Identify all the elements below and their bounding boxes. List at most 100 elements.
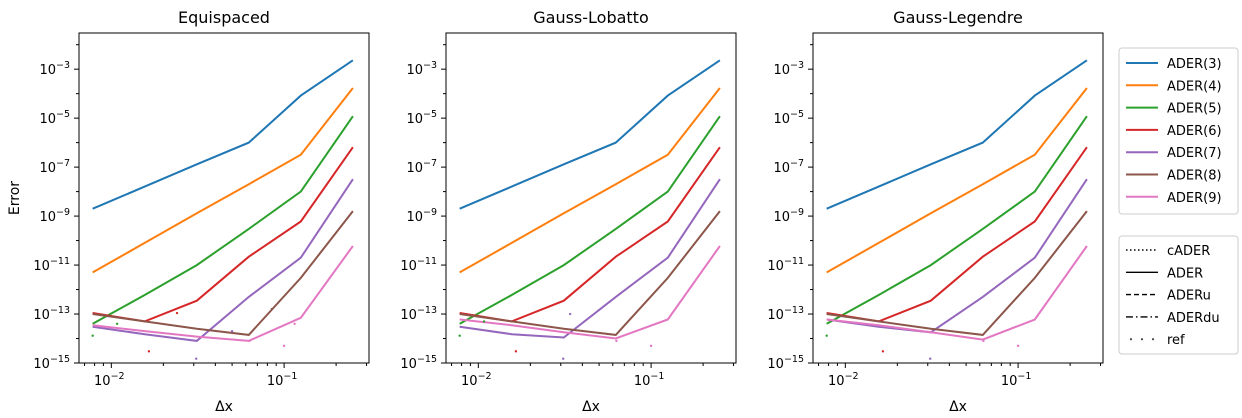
legend-frame xyxy=(1118,47,1239,215)
y-tick-label: 10−15 xyxy=(33,354,70,372)
legend-frame xyxy=(1118,235,1239,355)
panel-title: Equispaced xyxy=(178,8,270,27)
series-lines xyxy=(459,59,721,340)
ref-point xyxy=(175,311,179,315)
x-axis-label: Δx xyxy=(215,399,233,415)
series-line-ader4 xyxy=(92,87,354,274)
y-tick-label: 10−9 xyxy=(406,207,437,225)
series-line-ader4 xyxy=(826,87,1088,274)
y-tick-label: 10−13 xyxy=(33,305,70,323)
series-line-cader xyxy=(459,210,721,336)
y-tick-label: 10−5 xyxy=(406,109,437,127)
y-tick-label: 10−5 xyxy=(773,109,804,127)
series-line-cader xyxy=(826,59,1088,210)
series-line-cader xyxy=(459,115,721,325)
series-line-ader5 xyxy=(826,115,1088,325)
x-tick-label: 10−2 xyxy=(461,371,492,389)
y-tick-label: 10−5 xyxy=(39,109,70,127)
legend-orders: ADER(3) ADER(4) ADER(5) ADER(6) ADER(7) ADER(… xyxy=(1118,47,1239,215)
panel-1: Equispaced 10−15 10−13 10−11 10−9 10−7 10−5 10−… xyxy=(7,8,370,415)
ref-point xyxy=(825,334,828,337)
ref-point xyxy=(270,307,274,311)
y-tick-label: 10−13 xyxy=(400,305,437,323)
ref-points xyxy=(825,334,1020,360)
series-line-cader xyxy=(92,245,354,342)
panels: Equispaced 10−15 10−13 10−11 10−9 10−7 10−5 10−… xyxy=(7,8,1104,415)
series-line-cader xyxy=(459,59,721,210)
series-line-cader xyxy=(92,87,354,274)
series-line-ader5 xyxy=(92,115,354,325)
legend-swatch xyxy=(1140,338,1144,341)
legend-swatch xyxy=(1129,338,1133,341)
ref-point xyxy=(615,339,618,343)
x-axis-label: Δx xyxy=(582,399,600,415)
ref-point xyxy=(195,357,198,360)
panel-2: Gauss-Lobatto 10−15 10−13 10−11 10−9 10−7 10−5… xyxy=(400,8,737,415)
series-line-ader3 xyxy=(826,59,1088,210)
legend-label: ADER(5) xyxy=(1167,102,1222,117)
y-tick-label: 10−11 xyxy=(33,256,70,274)
ref-point xyxy=(929,357,932,360)
ref-point xyxy=(115,322,119,325)
y-tick-label: 10−3 xyxy=(39,60,70,78)
series-line-ader8 xyxy=(92,210,354,336)
y-tick-label: 10−9 xyxy=(773,207,804,225)
series-line-ader7 xyxy=(92,178,354,342)
series-line-ader4 xyxy=(459,87,721,274)
ref-points xyxy=(458,312,653,360)
ref-point xyxy=(514,350,518,353)
legend-label: ADER xyxy=(1167,266,1203,281)
ref-point xyxy=(881,350,885,353)
legend-label: ref xyxy=(1167,333,1185,348)
legend-label: ADER(4) xyxy=(1167,79,1222,94)
x-tick-label: 10−1 xyxy=(267,371,298,389)
y-tick-label: 10−7 xyxy=(39,158,70,176)
panel-title: Gauss-Legendre xyxy=(893,8,1023,27)
legend-styles: cADER ADER ADERu ADERdu ref xyxy=(1118,235,1239,355)
series-line-cader xyxy=(826,115,1088,325)
y-tick-label: 10−3 xyxy=(773,60,804,78)
y-tick-label: 10−11 xyxy=(767,256,804,274)
series-line-cader xyxy=(92,210,354,336)
y-tick-label: 10−7 xyxy=(773,158,804,176)
y-tick-label: 10−15 xyxy=(400,354,437,372)
series-line-ader9 xyxy=(459,245,721,340)
series-line-ader5 xyxy=(459,115,721,325)
series-line-ader8 xyxy=(826,210,1088,336)
series-line-cader xyxy=(826,178,1088,334)
x-tick-label: 10−2 xyxy=(828,371,859,389)
axes-frame xyxy=(812,32,1104,364)
legend-label: ADER(3) xyxy=(1167,57,1222,72)
ref-point xyxy=(230,329,234,333)
y-tick-label: 10−15 xyxy=(767,354,804,372)
series-line-ader3 xyxy=(92,59,354,210)
series-line-ader3 xyxy=(459,59,721,210)
y-tick-label: 10−3 xyxy=(406,60,437,78)
series-lines xyxy=(92,59,354,342)
y-tick-label: 10−9 xyxy=(39,207,70,225)
ref-point xyxy=(482,320,486,323)
legend-label: ADER(9) xyxy=(1167,191,1222,206)
legend-label: ADER(6) xyxy=(1167,124,1222,139)
y-tick-label: 10−13 xyxy=(767,305,804,323)
ref-point xyxy=(568,312,572,316)
series-line-ader7 xyxy=(459,178,721,339)
ref-points xyxy=(91,307,296,360)
y-axis-label: Error xyxy=(7,181,23,215)
series-line-cader xyxy=(826,210,1088,336)
series-line-cader xyxy=(826,87,1088,274)
ref-point xyxy=(147,350,151,353)
series-line-cader xyxy=(92,59,354,210)
ref-point xyxy=(562,357,565,360)
panel-3: Gauss-Legendre 10−15 10−13 10−11 10−9 10−7 10−… xyxy=(767,8,1104,415)
ref-point xyxy=(282,344,286,348)
legend-label: ADERu xyxy=(1167,289,1211,304)
y-tick-label: 10−7 xyxy=(406,158,437,176)
series-line-cader xyxy=(459,87,721,274)
axes-frame xyxy=(78,32,370,364)
panel-title: Gauss-Lobatto xyxy=(533,8,649,27)
x-tick-label: 10−2 xyxy=(94,371,125,389)
ref-point xyxy=(982,339,985,343)
series-line-cader xyxy=(92,115,354,325)
